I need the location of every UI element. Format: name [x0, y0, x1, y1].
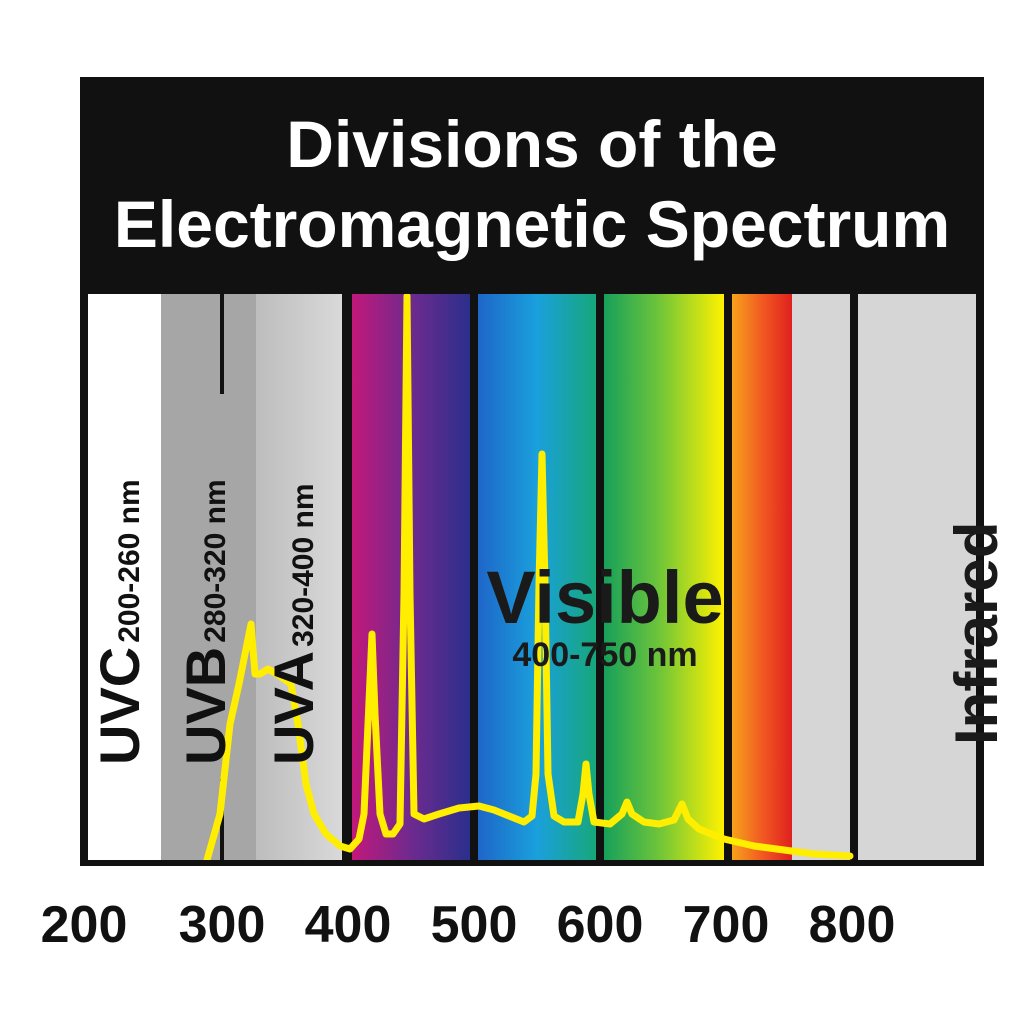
emission-curve: [203, 294, 854, 860]
uva-band: [256, 294, 342, 860]
diagram-title: Divisions of the Electromagnetic Spectru…: [84, 84, 980, 288]
uvc-range: 200-260 nm: [113, 479, 146, 643]
x-tick-label: 200: [40, 896, 128, 954]
x-tick-label: 800: [808, 896, 896, 954]
visible-range: 400-750 nm: [512, 636, 698, 674]
title-line-2: Electromagnetic Spectrum: [113, 187, 951, 261]
uva-label: UVA320-400 nm: [261, 483, 326, 765]
uva-name: UVA: [262, 650, 325, 765]
uvb-range: 280-320 nm: [199, 479, 232, 643]
x-tick-label: 500: [430, 896, 518, 954]
x-tick-label: 300: [178, 896, 266, 954]
visible-label: Visible 400-750 nm: [480, 556, 730, 675]
infrared-label: Infrared: [943, 521, 1010, 745]
x-tick-label: 700: [682, 896, 770, 954]
uvc-band: [88, 294, 161, 860]
infrared-band: [858, 294, 976, 860]
near-ir-band: [792, 294, 850, 860]
uvb-band: [161, 294, 256, 860]
title-line-1: Divisions of the: [286, 107, 778, 181]
uvb-name: UVB: [174, 646, 237, 765]
orange-red-band: [732, 294, 792, 860]
uvc-label: UVC200-260 nm: [87, 479, 152, 765]
x-tick-label: 400: [304, 896, 392, 954]
x-tick-label: 600: [556, 896, 644, 954]
uvc-name: UVC: [88, 646, 151, 765]
visible-name: Visible: [486, 556, 724, 639]
green-yellow-band: [604, 294, 724, 860]
uva-range: 320-400 nm: [287, 483, 320, 647]
spectrum-plot: [84, 294, 980, 860]
uvb-label: UVB280-320 nm: [173, 479, 238, 765]
